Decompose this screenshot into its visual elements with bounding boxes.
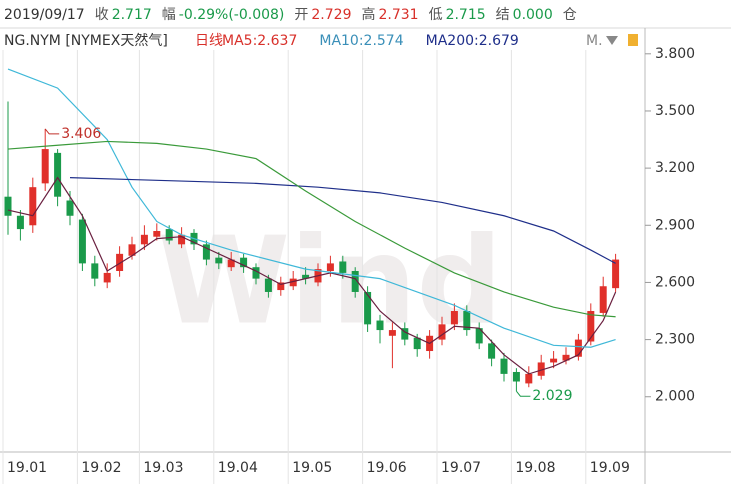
- x-tick-label: 19.07: [441, 460, 481, 476]
- header-item: 高: [361, 6, 375, 23]
- candle-body: [574, 339, 582, 357]
- candle-body: [165, 229, 173, 241]
- header-item: -0.29%(-0.008): [179, 7, 285, 23]
- candle-body: [463, 311, 471, 331]
- candle-body: [550, 358, 558, 363]
- y-tick-label: 3.800: [655, 46, 695, 62]
- ma-line: [7, 176, 617, 375]
- candle-body: [240, 257, 248, 268]
- candle-body: [66, 200, 74, 216]
- candle-body: [54, 152, 62, 197]
- candle-body: [252, 267, 260, 279]
- candle-body: [202, 244, 210, 260]
- ma-line: [7, 68, 616, 348]
- candle-body: [587, 311, 595, 342]
- header-item: 幅: [162, 7, 176, 23]
- candle-body: [475, 328, 483, 344]
- candle-body: [599, 286, 607, 313]
- candle-body: [438, 324, 446, 340]
- annotation-label: 2.029: [532, 388, 572, 404]
- legend: MA5:2.637 MA10:2.574 MA200:2.679: [222, 33, 519, 49]
- header-item: 低: [429, 7, 443, 23]
- dropdown-icon[interactable]: [606, 36, 618, 45]
- y-tick-label: 2.000: [655, 389, 695, 405]
- header-item: 2.717: [112, 7, 152, 23]
- x-tick-label: 19.09: [590, 460, 630, 476]
- y-tick-label: 2.900: [655, 217, 695, 233]
- x-tick-label: 19.03: [143, 460, 183, 476]
- candle-body: [78, 219, 86, 264]
- more-indicator: M.: [586, 33, 603, 49]
- header-item: 2.731: [378, 7, 418, 23]
- legend-entry: MA10:2.574: [319, 33, 403, 49]
- candle-body: [140, 234, 148, 245]
- candle-body: [289, 278, 297, 287]
- legend-entry: MA5:2.637: [222, 33, 297, 49]
- ma-line: [7, 140, 616, 318]
- x-tick-label: 19.08: [515, 460, 555, 476]
- candle-body: [153, 230, 161, 237]
- header-item: 结: [496, 7, 510, 23]
- candle-body: [388, 330, 396, 336]
- ma-line: [69, 177, 616, 264]
- candle-body: [401, 328, 409, 340]
- symbol: NG.NYM [NYMEX天然气]: [4, 32, 168, 49]
- candle-body: [264, 278, 272, 292]
- period: 日线: [195, 33, 223, 49]
- candle-body: [351, 271, 359, 292]
- candle-body: [612, 259, 620, 289]
- annotation-pointer: [516, 390, 531, 397]
- candle-body: [29, 187, 37, 226]
- candle-body: [4, 196, 12, 216]
- candle-body: [178, 234, 186, 245]
- header-item: 2.729: [311, 7, 351, 23]
- candle-body: [488, 343, 496, 359]
- header-item: 收: [95, 7, 109, 23]
- header-item: 2019/09/17: [4, 7, 85, 23]
- x-tick-label: 19.06: [367, 460, 407, 476]
- candle-body: [302, 274, 310, 279]
- candle-body: [326, 263, 334, 272]
- x-tick-label: 19.04: [218, 460, 258, 476]
- candle-body: [215, 257, 223, 264]
- y-tick-label: 2.600: [655, 274, 695, 290]
- candle-body: [512, 371, 520, 382]
- candle-body: [116, 253, 124, 272]
- header: 2019/09/17 收 2.717 幅 -0.29%(-0.008) 开 2.729 高 2.…: [4, 6, 577, 23]
- candle-body: [227, 259, 235, 268]
- candle-body: [450, 311, 458, 325]
- candle-body: [16, 215, 24, 230]
- candle-body: [376, 320, 384, 331]
- header-item: 0.000: [513, 7, 553, 23]
- x-tick-label: 19.02: [81, 460, 121, 476]
- candle-body: [364, 291, 372, 325]
- candle-body: [103, 272, 111, 283]
- candle-body: [41, 149, 49, 184]
- annotation-pointer: [44, 128, 60, 135]
- header-item: 2.715: [446, 7, 486, 23]
- candle-body: [562, 354, 570, 361]
- candle-body: [413, 337, 421, 350]
- annotation-label: 3.406: [61, 126, 101, 142]
- candle-body: [339, 261, 347, 273]
- candle-body: [525, 373, 533, 384]
- header-item: 仓: [563, 7, 577, 23]
- header-item: 开: [294, 7, 308, 23]
- lock-icon: [628, 34, 638, 46]
- plot: [2, 50, 620, 484]
- candle-body: [128, 244, 136, 256]
- y-tick-label: 3.500: [655, 103, 695, 119]
- candle-body: [91, 263, 99, 279]
- candle-body: [500, 358, 508, 374]
- x-tick-label: 19.01: [7, 460, 47, 476]
- y-tick-label: 2.300: [655, 332, 695, 348]
- candle-body: [277, 282, 285, 291]
- x-tick-label: 19.05: [292, 460, 332, 476]
- watermark: Wind: [158, 213, 503, 352]
- y-tick-label: 3.200: [655, 160, 695, 176]
- candle-body: [537, 362, 545, 376]
- legend-entry: MA200:2.679: [426, 33, 519, 49]
